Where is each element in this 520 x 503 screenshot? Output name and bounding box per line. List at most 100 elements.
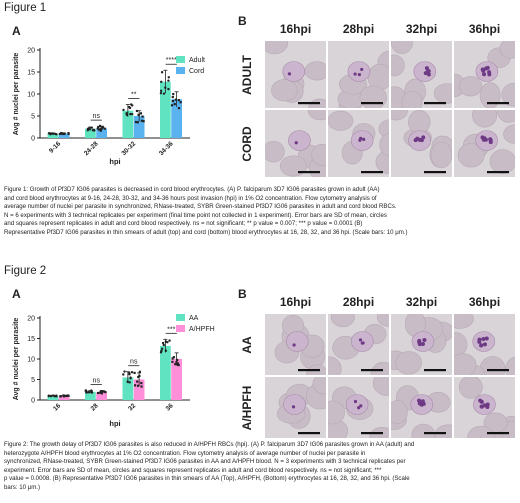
infected-rbc [472, 331, 496, 352]
replicate-point [174, 98, 177, 101]
replicate-point [54, 132, 57, 136]
rbc-cell [501, 83, 515, 107]
micrograph-tile [453, 376, 516, 439]
bar-adult [85, 128, 96, 138]
significance-label: ** [131, 92, 137, 99]
y-tick-label: 10 [27, 357, 35, 364]
micrograph-tile [327, 376, 390, 439]
parasite-nucleus [424, 66, 429, 71]
replicate-point [96, 127, 99, 130]
micrograph-image [328, 377, 389, 438]
row-label: A/HPFH [240, 385, 254, 430]
bar-aa [160, 345, 171, 400]
micrograph-image [274, 314, 326, 375]
x-tick-label: 30-32 [120, 140, 137, 157]
micrograph-image [265, 110, 326, 177]
micrograph-tile [453, 40, 516, 109]
column-label: 16hpi [279, 22, 312, 36]
rbc-cell [328, 400, 345, 425]
parasite-nucleus [358, 338, 363, 342]
legend-swatch [176, 325, 185, 332]
micrograph-tile [390, 40, 453, 109]
micrograph-tile [453, 109, 516, 178]
scale-bar [424, 102, 446, 105]
significance-label: ns [93, 378, 101, 385]
x-tick-label: 32 [127, 402, 137, 412]
rbc-cell [265, 140, 285, 163]
rbc-cell [312, 377, 326, 395]
infected-rbc [283, 394, 306, 415]
y-tick-label: 20 [27, 48, 35, 55]
figure2-title: Figure 2 [4, 265, 47, 277]
replicate-point [176, 362, 180, 365]
rbc-cell [376, 314, 389, 327]
infected-rbc [475, 61, 499, 82]
y-tick-label: 0 [31, 398, 35, 405]
replicate-point [88, 391, 91, 394]
micrograph-image [454, 41, 515, 108]
scale-bar [361, 369, 383, 372]
rbc-cell [331, 314, 355, 328]
x-tick-label: 16 [52, 402, 62, 412]
rbc-cell [359, 85, 387, 108]
parasite-nucleus [353, 399, 358, 404]
scale-bar [298, 171, 320, 174]
x-tick-label: 36 [165, 402, 175, 412]
replicate-point [171, 95, 174, 99]
replicate-point [129, 377, 132, 380]
figure1-panelB-letter: B [238, 14, 247, 28]
replicate-point [160, 349, 163, 353]
parasite-nucleus [419, 402, 424, 407]
replicate-point [168, 339, 171, 342]
micrograph-image [337, 50, 389, 108]
replicate-point [122, 373, 125, 376]
bar-a-hpfh [171, 359, 182, 400]
micrograph-tile [264, 313, 327, 376]
bar-cord [96, 128, 107, 138]
caption-line: Figure 1: Growth of Pf3D7 IG06 parasites… [4, 186, 380, 193]
rbc-cell [401, 91, 423, 108]
legend-label: Adult [189, 57, 205, 64]
bar-adult [47, 133, 59, 138]
replicate-point [140, 381, 143, 385]
replicate-point [63, 394, 66, 397]
parasite-nucleus [482, 342, 487, 347]
parasite-nucleus [422, 337, 427, 342]
column-label: 32hpi [405, 295, 438, 309]
replicate-point [135, 109, 139, 113]
rbc-cell [391, 400, 408, 424]
rbc-cell [496, 110, 515, 123]
replicate-point [128, 381, 131, 384]
micrograph-tile [390, 313, 453, 376]
parasite-nucleus [420, 342, 425, 347]
replicate-point [48, 132, 51, 135]
infected-rbc [288, 130, 311, 151]
rbc-cell [433, 83, 452, 104]
scale-bar [424, 171, 446, 174]
replicate-point [90, 126, 93, 129]
parasite-nucleus [287, 72, 292, 76]
parasite-nucleus [481, 68, 486, 73]
parasite-nucleus [487, 72, 492, 77]
row-label: ADULT [240, 54, 254, 95]
rbc-cell [459, 76, 483, 97]
figure2-bar-chart: 0 5 10 15 20 Avg # nuclei per parasite 16 28 ns 3… [13, 314, 215, 428]
x-tick-label: 28 [90, 402, 100, 412]
scale-bar [298, 102, 320, 105]
parasite-nucleus [488, 137, 493, 142]
legend-label: AA [189, 315, 199, 322]
scale-bar [424, 369, 446, 372]
legend-swatch [176, 67, 185, 74]
legend-swatch [176, 314, 185, 321]
rbc-cell [328, 356, 342, 375]
rbc-cell [434, 424, 452, 438]
x-tick-label: 24-28 [83, 140, 100, 157]
replicate-point [65, 394, 68, 398]
rbc-cell [457, 143, 485, 168]
replicate-point [139, 112, 143, 115]
rbc-cell [304, 61, 326, 81]
rbc-cell [271, 79, 298, 102]
parasite-nucleus [420, 399, 425, 404]
rbc-cell [378, 119, 389, 139]
scale-bar [298, 432, 320, 435]
